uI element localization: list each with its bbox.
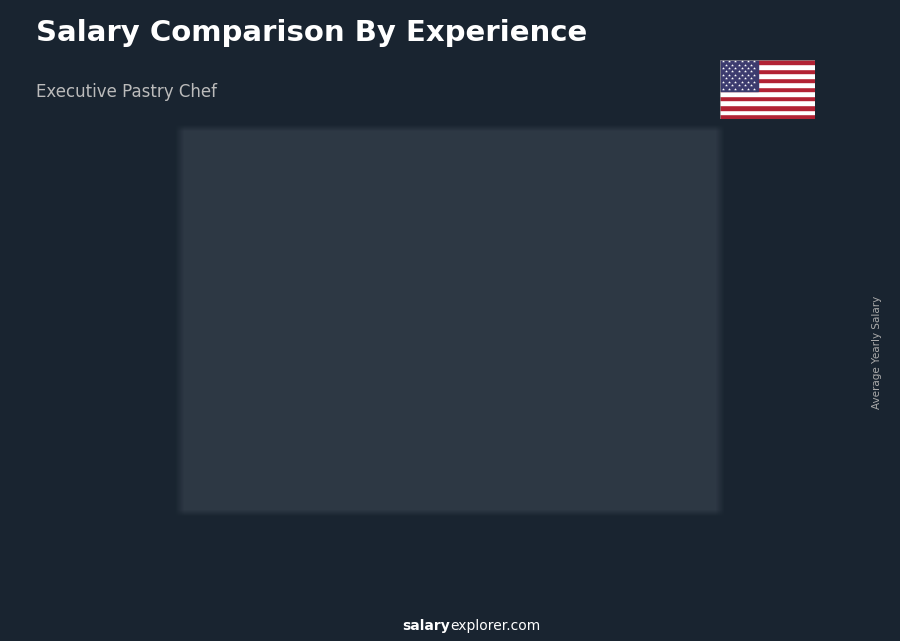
Text: 26,000 USD: 26,000 USD [69,409,144,422]
Text: 34,700 USD: 34,700 USD [199,364,274,377]
Bar [76,429,138,564]
Bar [720,105,814,110]
Bar [334,299,396,564]
Bar [720,73,814,78]
Bar [720,110,814,114]
Bar [464,240,526,564]
Text: +8%: +8% [665,142,711,160]
Bar [205,385,267,564]
Text: 62,600 USD: 62,600 USD [457,220,532,233]
Text: Executive Pastry Chef: Executive Pastry Chef [36,83,217,101]
Text: 73,800 USD: 73,800 USD [716,162,790,174]
Bar [720,101,814,105]
Bar [592,212,654,564]
Text: explorer.com: explorer.com [450,619,540,633]
Polygon shape [267,385,274,564]
Text: +9%: +9% [536,162,581,180]
Polygon shape [526,240,532,564]
Text: Average Yearly Salary: Average Yearly Salary [872,296,883,409]
Bar [720,69,814,73]
Text: +22%: +22% [400,193,459,211]
Text: 68,200 USD: 68,200 USD [586,190,661,204]
Bar [720,64,814,69]
Text: Salary Comparison By Experience: Salary Comparison By Experience [36,19,587,47]
Bar [720,82,814,87]
Bar [720,87,814,92]
Text: 51,300 USD: 51,300 USD [328,278,402,291]
Polygon shape [654,212,662,564]
Polygon shape [783,183,790,564]
Text: +48%: +48% [272,245,329,263]
Bar [720,60,814,64]
Polygon shape [138,429,145,564]
Text: +34%: +34% [142,338,201,356]
Bar [720,96,814,101]
Bar [720,60,758,92]
Bar [722,183,783,564]
Bar [720,92,814,96]
Polygon shape [396,299,403,564]
Bar [720,114,814,119]
Text: salary: salary [402,619,450,633]
Bar [720,78,814,82]
